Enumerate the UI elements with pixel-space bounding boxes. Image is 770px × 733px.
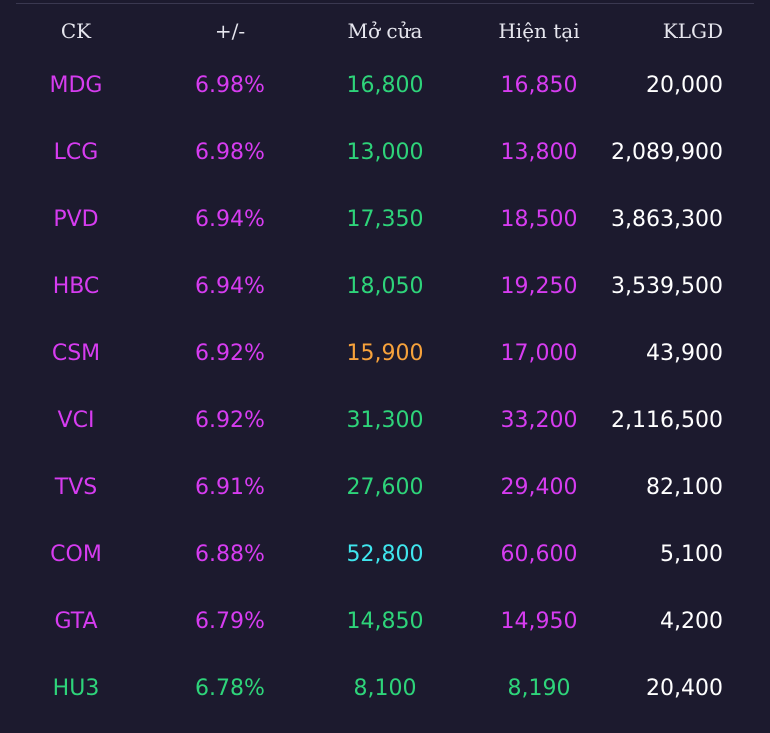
change-percent: 6.98% — [195, 73, 265, 98]
header-open[interactable]: Mở cửa — [347, 19, 423, 43]
trade-volume: 4,200 — [660, 609, 723, 634]
table-row[interactable]: TVS 6.91% 27,600 29,400 82,100 — [0, 468, 770, 508]
open-price: 13,000 — [346, 140, 424, 165]
stock-symbol: TVS — [54, 475, 98, 500]
current-price: 29,400 — [500, 475, 578, 500]
current-price: 17,000 — [500, 341, 578, 366]
trade-volume: 20,400 — [646, 676, 723, 701]
trade-volume: 2,116,500 — [611, 408, 723, 433]
open-price: 17,350 — [346, 207, 424, 232]
stock-symbol: HU3 — [52, 676, 100, 701]
header-current[interactable]: Hiện tại — [498, 19, 580, 43]
trade-volume: 43,900 — [646, 341, 723, 366]
stock-symbol: LCG — [53, 140, 99, 165]
stock-symbol: GTA — [54, 609, 98, 634]
header-change[interactable]: +/- — [214, 19, 246, 43]
change-percent: 6.79% — [195, 609, 265, 634]
current-price: 33,200 — [500, 408, 578, 433]
table-row[interactable]: COM 6.88% 52,800 60,600 5,100 — [0, 535, 770, 575]
current-price: 60,600 — [500, 542, 578, 567]
open-price: 16,800 — [346, 73, 424, 98]
open-price: 18,050 — [346, 274, 424, 299]
open-price: 14,850 — [346, 609, 424, 634]
top-divider — [16, 3, 754, 4]
trade-volume: 2,089,900 — [611, 140, 723, 165]
trade-volume: 82,100 — [646, 475, 723, 500]
table-row[interactable]: CSM 6.92% 15,900 17,000 43,900 — [0, 334, 770, 374]
open-price: 52,800 — [346, 542, 424, 567]
current-price: 18,500 — [500, 207, 578, 232]
table-row[interactable]: MDG 6.98% 16,800 16,850 20,000 — [0, 66, 770, 106]
change-percent: 6.78% — [195, 676, 265, 701]
open-price: 31,300 — [346, 408, 424, 433]
current-price: 13,800 — [500, 140, 578, 165]
current-price: 14,950 — [500, 609, 578, 634]
header-volume[interactable]: KLGD — [662, 19, 723, 43]
open-price: 15,900 — [346, 341, 424, 366]
change-percent: 6.92% — [195, 341, 265, 366]
header-ck[interactable]: CK — [60, 19, 92, 43]
table-row[interactable]: HBC 6.94% 18,050 19,250 3,539,500 — [0, 267, 770, 307]
table-row[interactable]: VCI 6.92% 31,300 33,200 2,116,500 — [0, 401, 770, 441]
stock-symbol: CSM — [51, 341, 101, 366]
change-percent: 6.94% — [195, 274, 265, 299]
stock-symbol: PVD — [53, 207, 99, 232]
current-price: 16,850 — [500, 73, 578, 98]
change-percent: 6.92% — [195, 408, 265, 433]
table-row[interactable]: PVD 6.94% 17,350 18,500 3,863,300 — [0, 200, 770, 240]
change-percent: 6.88% — [195, 542, 265, 567]
change-percent: 6.94% — [195, 207, 265, 232]
stock-symbol: VCI — [57, 408, 95, 433]
trade-volume: 3,539,500 — [611, 274, 723, 299]
current-price: 8,190 — [507, 676, 571, 701]
stock-symbol: HBC — [52, 274, 100, 299]
change-percent: 6.91% — [195, 475, 265, 500]
table-row[interactable]: GTA 6.79% 14,850 14,950 4,200 — [0, 602, 770, 642]
trade-volume: 5,100 — [660, 542, 723, 567]
table-row[interactable]: LCG 6.98% 13,000 13,800 2,089,900 — [0, 133, 770, 173]
trade-volume: 3,863,300 — [611, 207, 723, 232]
table-row[interactable]: HU3 6.78% 8,100 8,190 20,400 — [0, 669, 770, 709]
open-price: 8,100 — [353, 676, 417, 701]
open-price: 27,600 — [346, 475, 424, 500]
trade-volume: 20,000 — [646, 73, 723, 98]
stock-symbol: COM — [50, 542, 102, 567]
stock-symbol: MDG — [49, 73, 103, 98]
table-header: CK +/- Mở cửa Hiện tại KLGD — [0, 18, 770, 44]
change-percent: 6.98% — [195, 140, 265, 165]
current-price: 19,250 — [500, 274, 578, 299]
